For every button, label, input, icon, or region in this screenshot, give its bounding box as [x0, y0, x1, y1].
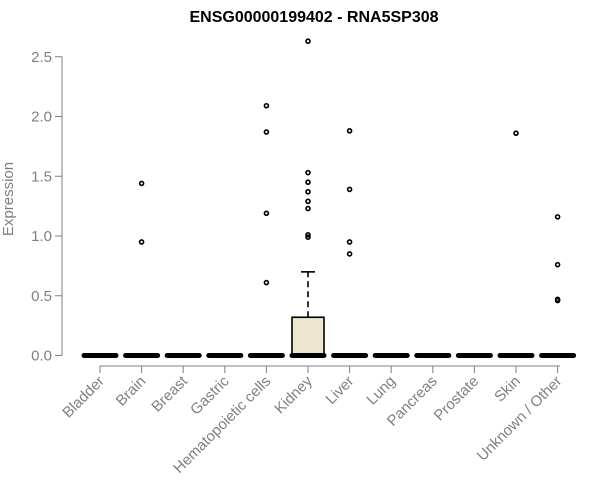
outlier-point — [305, 205, 311, 212]
x-tick-label: Bladder — [59, 373, 108, 422]
chart-title: ENSG00000199402 - RNA5SP308 — [189, 9, 438, 26]
x-tick-label: Kidney — [271, 372, 316, 417]
outlier-point — [513, 130, 519, 137]
outlier-point — [263, 210, 270, 217]
outlier-point — [346, 239, 353, 245]
box-iqr — [291, 316, 325, 357]
box-hematopoietic-cells — [247, 102, 285, 358]
box-skin — [497, 130, 535, 358]
box-kidney — [289, 38, 327, 358]
outlier-point — [305, 198, 311, 205]
outlier-point — [305, 188, 311, 195]
outlier-point — [263, 279, 270, 286]
outlier-point — [346, 251, 353, 257]
outlier-point — [305, 38, 311, 45]
box-brain — [123, 180, 161, 358]
x-tick-label: Lung — [363, 373, 399, 409]
outlier-point — [138, 239, 145, 245]
y-tick-label: 0.0 — [31, 348, 52, 365]
x-tick-label: Liver — [322, 373, 357, 408]
outlier-point — [554, 297, 561, 304]
y-tick-label: 2.5 — [31, 49, 52, 66]
y-tick-label: 1.0 — [31, 228, 52, 245]
outlier-point — [305, 232, 311, 238]
outlier-point — [554, 214, 561, 220]
x-tick-label: Prostate — [431, 373, 483, 425]
y-tick-label: 0.5 — [31, 288, 52, 305]
x-tick-label: Brain — [113, 373, 150, 410]
outlier-point — [305, 169, 311, 176]
y-tick-label: 1.5 — [31, 168, 52, 185]
outlier-point — [138, 180, 145, 187]
outlier-point — [346, 128, 353, 134]
outlier-point — [305, 179, 311, 186]
y-axis: 0.0 0.5 1.0 1.5 2.0 2.5 — [31, 49, 63, 365]
outlier-point — [263, 129, 270, 135]
boxes-layer — [81, 38, 577, 358]
outlier-point — [305, 234, 311, 240]
x-tick-label: Breast — [148, 372, 191, 415]
y-tick-label: 2.0 — [31, 109, 52, 126]
outlier-point — [554, 261, 561, 268]
outlier-point — [263, 102, 270, 109]
box-unknown-other — [539, 214, 577, 358]
y-axis-title: Expression — [0, 162, 17, 236]
box-liver — [331, 128, 369, 358]
x-tick-label: Skin — [491, 373, 524, 406]
outlier-point — [346, 186, 353, 193]
